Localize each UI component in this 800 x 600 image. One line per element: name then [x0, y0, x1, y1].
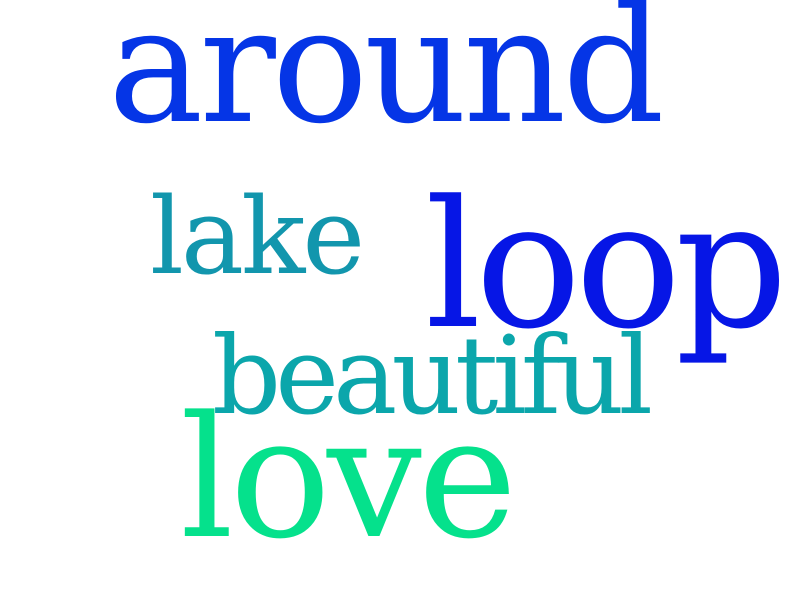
- word-around: around: [108, 0, 665, 159]
- word-lake: lake: [150, 175, 365, 298]
- word-loop: loop: [425, 163, 788, 368]
- word-love: love: [180, 380, 517, 576]
- word-beautiful: beautiful: [212, 314, 653, 439]
